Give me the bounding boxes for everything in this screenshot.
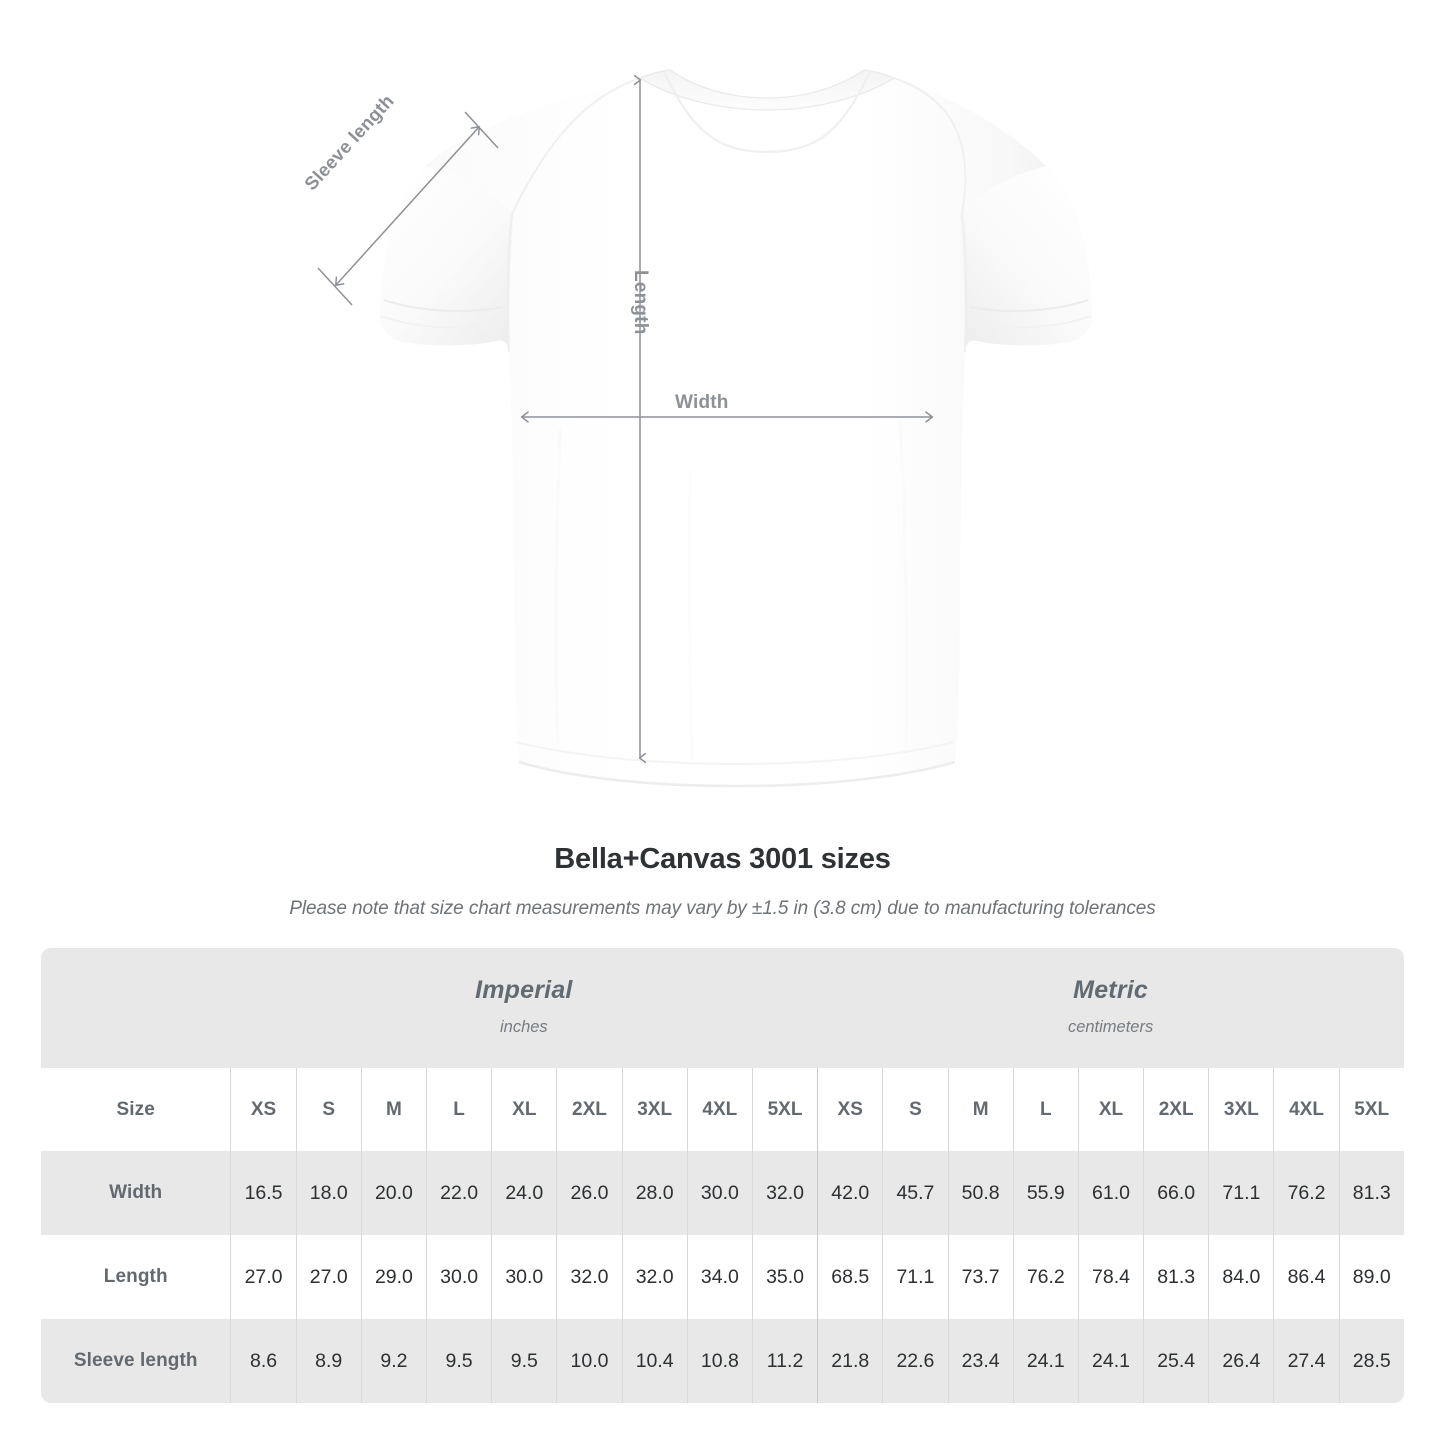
table-row: Sleeve length 8.6 8.9 9.2 9.5 9.5 10.0 10.4 10.8… [41,1319,1404,1403]
unit-section-unit: inches [499,1017,548,1036]
length-label: Length [630,270,651,335]
table-cell: 76.2 [1012,1235,1078,1319]
unit-section-metric: Metric centimeters [817,948,1404,1068]
table-row: Length 27.0 27.0 29.0 30.0 30.0 32.0 32.0 34.0 35… [41,1235,1404,1319]
table-cell: 86.4 [1273,1235,1338,1319]
table-body: Size XS S M L XL 2XL 3XL 4XL 5XL XS S M L XL 2XL 3XL 4XL 5… [41,1068,1404,1403]
table-cell: 9.2 [360,1319,426,1403]
table-cell: 61.0 [1077,1151,1143,1235]
table-cell: 24.0 [491,1151,556,1235]
table-cell: 27.0 [230,1235,295,1319]
table-cell: 24.1 [1077,1319,1143,1403]
table-row: Width 16.5 18.0 20.0 22.0 24.0 26.0 28.0 30.0 32.… [41,1151,1404,1235]
size-header-cell: 4XL [1273,1068,1338,1151]
table-cell: 22.0 [426,1151,491,1235]
size-header-cell: S [295,1068,361,1151]
table-cell: 50.8 [947,1151,1013,1235]
size-header-cell: 3XL [1208,1068,1273,1151]
table-cell: 81.3 [1143,1235,1208,1319]
table-cell: 66.0 [1143,1151,1208,1235]
tshirt-illustration [317,69,1093,788]
width-label: Width [675,392,729,413]
unit-section-unit: centimeters [1067,1017,1154,1036]
table-cell: 25.4 [1143,1319,1208,1403]
table-cell: 26.0 [556,1151,621,1235]
shirt-shape [379,69,1093,788]
table-cell: 78.4 [1077,1235,1143,1319]
unit-section-name: Imperial [475,975,573,1004]
table-cell: 28.5 [1338,1319,1404,1403]
table-cell: 8.6 [230,1319,295,1403]
table-cell: 81.3 [1338,1151,1404,1235]
size-header-cell: 5XL [1338,1068,1404,1151]
table-cell: 45.7 [882,1151,947,1235]
unit-section-name: Metric [1073,975,1149,1004]
table-header-row: Size XS S M L XL 2XL 3XL 4XL 5XL XS S M L XL 2XL 3XL 4XL 5… [41,1068,1404,1151]
title-block: Bella+Canvas 3001 sizes Please note that… [0,843,1445,920]
size-header-cell: XL [1077,1068,1143,1151]
size-header-cell: XL [491,1068,556,1151]
tshirt-diagram: Sleeve length Length Width [300,69,1093,788]
size-header-cell: 2XL [1143,1068,1208,1151]
table-cell: 32.0 [556,1235,621,1319]
unit-header-row: Imperial inches Metric centimeters [41,948,1404,1068]
unit-section-imperial: Imperial inches [230,948,817,1068]
table-cell: 68.5 [817,1235,882,1319]
table-cell: 10.0 [556,1319,621,1403]
table-cell: 9.5 [491,1319,556,1403]
table-cell: 20.0 [360,1151,426,1235]
table-cell: 29.0 [360,1235,426,1319]
table-cell: 84.0 [1208,1235,1273,1319]
table-cell: 8.9 [295,1319,361,1403]
table-cell: 11.2 [751,1319,817,1403]
table-cell: 34.0 [686,1235,752,1319]
table-cell: 32.0 [621,1235,687,1319]
table-cell: 89.0 [1338,1235,1404,1319]
tolerance-note: Please note that size chart measurements… [289,898,1156,919]
table-cell: 9.5 [426,1319,491,1403]
size-header-cell: M [947,1068,1013,1151]
table-cell: 32.0 [751,1151,817,1235]
page-title: Bella+Canvas 3001 sizes [554,843,891,875]
size-header-cell: S [882,1068,947,1151]
table-cell: 55.9 [1012,1151,1078,1235]
table-cell: 26.4 [1208,1319,1273,1403]
table-cell: 76.2 [1273,1151,1338,1235]
table-cell: 35.0 [751,1235,817,1319]
size-header-cell: 3XL [621,1068,687,1151]
size-header-cell: M [360,1068,426,1151]
row-label: Length [103,1266,168,1287]
table-cell: 73.7 [947,1235,1013,1319]
table-cell: 21.8 [817,1319,882,1403]
table-cell: 30.0 [426,1235,491,1319]
size-header-cell: 4XL [686,1068,752,1151]
table-cell: 22.6 [882,1319,947,1403]
table-cell: 18.0 [295,1151,361,1235]
table-cell: 30.0 [686,1151,752,1235]
size-chart-table: Imperial inches Metric centimeters Size X… [41,948,1404,1403]
size-column-header: Size [116,1098,155,1120]
table-cell: 10.8 [686,1319,752,1403]
size-header-cell: L [1012,1068,1078,1151]
table-cell: 71.1 [882,1235,947,1319]
row-label: Width [109,1182,163,1203]
size-header-cell: L [426,1068,491,1151]
table-cell: 27.0 [295,1235,361,1319]
table-cell: 27.4 [1273,1319,1338,1403]
table-cell: 16.5 [230,1151,295,1235]
sleeve-length-arrow [317,111,499,306]
unit-header-spacer [41,948,230,1068]
table-cell: 30.0 [491,1235,556,1319]
table-cell: 24.1 [1012,1319,1078,1403]
table-cell: 42.0 [817,1151,882,1235]
table-cell: 71.1 [1208,1151,1273,1235]
size-header-cell: 2XL [556,1068,621,1151]
size-header-cell: XS [817,1068,882,1151]
table-cell: 23.4 [947,1319,1013,1403]
table-cell: 10.4 [621,1319,687,1403]
row-label: Sleeve length [73,1350,198,1371]
size-header-cell: XS [230,1068,295,1151]
table-cell: 28.0 [621,1151,687,1235]
size-header-cell: 5XL [751,1068,817,1151]
